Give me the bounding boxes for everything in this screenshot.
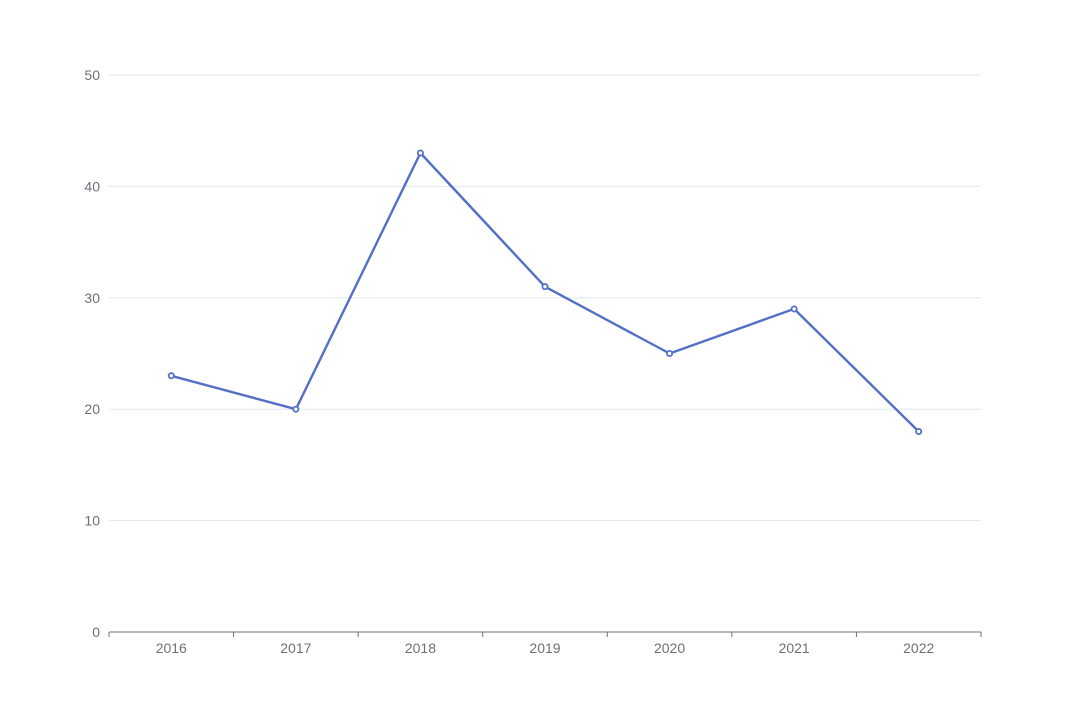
y-tick-label: 40 [84, 178, 100, 194]
y-tick-label: 30 [84, 290, 100, 306]
y-tick-label: 20 [84, 401, 100, 417]
data-point-2017[interactable] [292, 405, 300, 413]
y-tick-label: 10 [84, 513, 100, 529]
data-point-2021[interactable] [790, 305, 798, 313]
series-line [170, 151, 920, 433]
x-tick-label: 2019 [529, 640, 560, 656]
x-tick-label: 2022 [903, 640, 934, 656]
x-tick-label: 2016 [156, 640, 187, 656]
y-tick-label: 0 [92, 624, 100, 640]
series-group [167, 149, 923, 435]
x-tick-label: 2021 [779, 640, 810, 656]
x-tick-label: 2017 [280, 640, 311, 656]
x-axis: 2016 2017 2018 2019 2020 2021 2022 [108, 631, 982, 656]
data-point-2022[interactable] [915, 427, 923, 435]
data-point-2018[interactable] [416, 149, 424, 157]
data-point-2020[interactable] [666, 349, 674, 357]
x-tick-label: 2020 [654, 640, 685, 656]
grid-lines [109, 74, 981, 522]
data-point-2019[interactable] [541, 283, 549, 291]
x-tick-label: 2018 [405, 640, 436, 656]
y-axis: 0 10 20 30 40 50 [84, 67, 100, 640]
y-tick-label: 50 [84, 67, 100, 83]
data-point-2016[interactable] [167, 372, 175, 380]
